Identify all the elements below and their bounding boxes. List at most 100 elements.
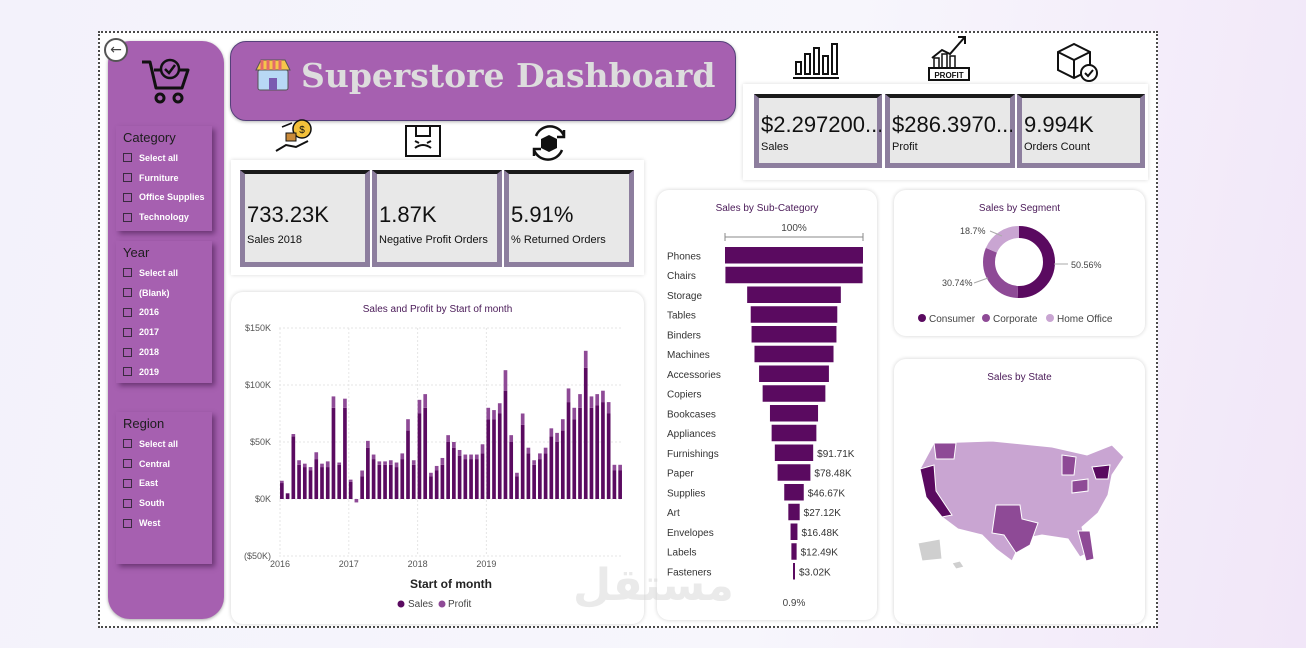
slicer-option[interactable]: Select all <box>116 434 212 454</box>
dashboard-title: Superstore Dashboard <box>301 56 716 95</box>
y-tick-label: $50K <box>250 437 271 447</box>
state-ohio[interactable] <box>1071 478 1089 494</box>
sales-bar <box>320 467 324 499</box>
category-label: Chairs <box>667 271 696 282</box>
checkbox[interactable] <box>123 347 132 357</box>
slicer-option[interactable]: Technology <box>116 207 212 227</box>
sales-bar <box>555 442 559 499</box>
checkbox[interactable] <box>123 307 132 317</box>
funnel-bar <box>725 266 863 284</box>
sales-bar <box>417 413 422 499</box>
slicer-option[interactable]: Select all <box>116 263 212 283</box>
category-label: Fasteners <box>667 567 711 578</box>
option-label: Furniture <box>139 172 179 183</box>
kpi-card-sales: $2.297200... Sales <box>754 94 882 168</box>
region-slicer-title: Region <box>123 416 165 431</box>
state-alaska[interactable] <box>917 538 943 562</box>
data-label: $78.48K <box>814 469 852 480</box>
checkbox[interactable] <box>123 367 132 377</box>
profit-bar <box>618 464 622 471</box>
sales-bar <box>538 459 542 499</box>
category-label: Tables <box>667 311 696 322</box>
slicer-option[interactable]: Furniture <box>116 168 212 188</box>
state-new-york[interactable] <box>1091 464 1111 480</box>
profit-bar <box>583 350 588 368</box>
category-label: Paper <box>667 469 694 480</box>
slicer-option[interactable]: Office Supplies <box>116 188 212 208</box>
y-tick-label: ($50K) <box>244 551 271 561</box>
checkbox[interactable] <box>123 288 132 298</box>
sales-bar <box>446 442 450 499</box>
checkbox[interactable] <box>123 153 132 163</box>
sales-bar <box>492 419 496 499</box>
region-slicer: Region Select all Central East South Wes… <box>116 412 212 564</box>
checkbox[interactable] <box>123 518 132 528</box>
profit-bar <box>354 499 359 503</box>
state-texas[interactable] <box>991 504 1039 554</box>
slicer-option[interactable]: South <box>116 493 212 513</box>
slicer-option[interactable]: (Blank) <box>116 283 212 303</box>
option-label: 2019 <box>139 366 160 377</box>
state-florida[interactable] <box>1077 530 1095 562</box>
profit-bar <box>520 413 525 425</box>
checkbox[interactable] <box>123 268 132 278</box>
checkbox[interactable] <box>123 212 132 222</box>
profit-bar <box>474 454 479 460</box>
back-arrow-icon[interactable]: ← <box>104 38 128 62</box>
slicer-option[interactable]: West <box>116 513 212 533</box>
kpi-label: Sales 2018 <box>247 234 303 246</box>
state-california[interactable] <box>919 464 953 518</box>
legend-marker-sales <box>397 600 405 608</box>
checkbox[interactable] <box>123 459 132 469</box>
kpi-card-sales-2018: 733.23K Sales 2018 <box>240 170 370 267</box>
sales-bar <box>452 447 456 499</box>
sales-profit-chart: $150K $100K $50K $0K ($50K)2016 2017 2018 2019 S… <box>244 323 623 610</box>
profit-bar <box>331 396 336 408</box>
sales-bar <box>474 459 479 499</box>
sales-bar <box>618 470 622 499</box>
data-label: $27.12K <box>804 508 842 519</box>
chart-title: Sales by State <box>987 372 1052 383</box>
funnel-bottom-label: 0.9% <box>783 598 806 609</box>
slicer-option[interactable]: Central <box>116 454 212 474</box>
funnel-bar <box>750 306 838 323</box>
profit-bar <box>543 447 548 454</box>
checkbox[interactable] <box>123 478 132 488</box>
us-map[interactable] <box>912 435 1132 575</box>
slicer-option[interactable]: 2016 <box>116 303 212 323</box>
checkbox[interactable] <box>123 173 132 183</box>
checkbox[interactable] <box>123 327 132 337</box>
state-hawaii[interactable] <box>951 560 965 570</box>
state-michigan[interactable] <box>1061 454 1077 476</box>
kpi-card-orders: 9.994K Orders Count <box>1017 94 1145 168</box>
data-label: $12.49K <box>801 548 839 559</box>
profit-bar <box>606 402 611 414</box>
data-label: $16.48K <box>801 528 839 539</box>
subcategory-chart: 100% Phones Chairs Storage Tables Binders Mach… <box>667 223 864 609</box>
category-label: Envelopes <box>667 528 714 539</box>
checkbox[interactable] <box>123 498 132 508</box>
broken-box-icon <box>405 125 441 157</box>
slicer-option[interactable]: 2019 <box>116 362 212 382</box>
box-check-icon <box>1057 42 1098 82</box>
profit-bar <box>566 388 571 403</box>
kpi-card-profit: $286.3970... Profit <box>885 94 1015 168</box>
legend-label: Home Office <box>1057 314 1113 325</box>
svg-text:PROFIT: PROFIT <box>934 71 963 80</box>
profit-bar <box>366 440 370 448</box>
donut-slice <box>983 226 1055 298</box>
checkbox[interactable] <box>123 192 132 202</box>
category-label: Bookcases <box>667 409 716 420</box>
profit-bar <box>469 454 473 460</box>
slicer-option[interactable]: 2018 <box>116 342 212 362</box>
slicer-option[interactable]: 2017 <box>116 322 212 342</box>
category-label: Labels <box>667 548 696 559</box>
profit-bar <box>297 460 301 465</box>
checkbox[interactable] <box>123 439 132 449</box>
sales-bar <box>429 476 433 499</box>
funnel-bar <box>771 424 817 442</box>
state-washington[interactable] <box>933 442 957 460</box>
slicer-option[interactable]: Select all <box>116 148 212 168</box>
profit-bar <box>343 398 347 408</box>
slicer-option[interactable]: East <box>116 474 212 494</box>
